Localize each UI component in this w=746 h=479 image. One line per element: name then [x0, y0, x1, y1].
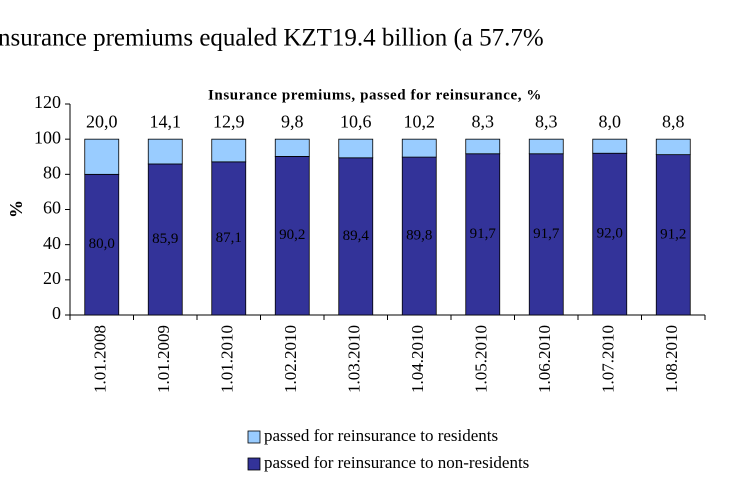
value-label: 8,8 — [662, 111, 685, 131]
y-tick-label: 60 — [43, 198, 61, 218]
legend-swatch — [247, 430, 261, 444]
bar-segment — [528, 153, 564, 316]
value-label: 10,6 — [340, 111, 372, 131]
bar-segment — [655, 138, 691, 156]
y-tick-label: 40 — [43, 233, 61, 253]
y-axis-label: % — [6, 200, 26, 218]
y-tick-label: 20 — [43, 268, 61, 288]
value-label: 92,0 — [597, 226, 623, 242]
bar-segment — [592, 152, 628, 316]
bar-segment — [338, 157, 374, 316]
chart-title: Insurance premiums, passed for reinsuran… — [208, 87, 542, 103]
legend-label: passed for reinsurance to residents — [264, 426, 498, 445]
value-label: 85,9 — [152, 231, 178, 247]
bar-segment — [84, 138, 120, 175]
value-label: 9,8 — [281, 111, 304, 131]
y-tick-label: 100 — [34, 127, 61, 147]
bar-segment — [274, 138, 310, 157]
value-label: 20,0 — [86, 111, 118, 131]
bar-segment — [401, 138, 437, 158]
x-tick-label: 1.07.2010 — [599, 325, 618, 393]
bar-segment — [655, 154, 691, 316]
bar-segment — [528, 138, 564, 155]
value-label: 8,3 — [535, 111, 558, 131]
y-tick-label: 0 — [52, 303, 61, 323]
legend-label: passed for reinsurance to non-residents — [264, 453, 529, 472]
x-tick-label: 1.01.2009 — [154, 325, 173, 393]
value-label: 89,8 — [406, 227, 432, 243]
bar-segment — [147, 163, 183, 316]
value-label: 87,1 — [216, 230, 242, 246]
bar-segment — [147, 138, 183, 165]
x-tick-label: 1.05.2010 — [472, 325, 491, 393]
bar-segment — [592, 138, 628, 154]
x-tick-label: 1.01.2008 — [91, 325, 110, 393]
bar-segment — [274, 155, 310, 316]
x-tick-label: 1.04.2010 — [408, 325, 427, 393]
y-tick-label: 120 — [34, 92, 61, 112]
value-label: 8,0 — [599, 111, 622, 131]
legend-swatch — [247, 457, 261, 471]
body-text: nsurance premiums equaled KZT19.4 billio… — [0, 25, 544, 52]
value-label: 91,7 — [533, 226, 560, 242]
value-label: 8,3 — [472, 111, 495, 131]
value-label: 10,2 — [404, 111, 436, 131]
value-label: 12,9 — [213, 111, 245, 131]
bar-segment — [465, 138, 501, 155]
value-label: 90,2 — [279, 227, 305, 243]
value-label: 91,7 — [470, 226, 497, 242]
x-tick-label: 1.08.2010 — [662, 325, 681, 393]
bar-segment — [401, 156, 437, 316]
bar-segment — [211, 138, 247, 163]
value-label: 89,4 — [343, 228, 370, 244]
value-label: 80,0 — [89, 236, 115, 252]
value-label: 14,1 — [150, 111, 182, 131]
y-tick-label: 80 — [43, 162, 61, 182]
x-tick-label: 1.02.2010 — [281, 325, 300, 393]
value-label: 91,2 — [660, 226, 686, 242]
bar-segment — [338, 138, 374, 159]
bar-segment — [465, 153, 501, 316]
x-tick-label: 1.06.2010 — [535, 325, 554, 393]
bar-segment — [84, 173, 120, 316]
x-tick-label: 1.03.2010 — [345, 325, 364, 393]
bar-segment — [211, 161, 247, 316]
x-tick-label: 1.01.2010 — [218, 325, 237, 393]
